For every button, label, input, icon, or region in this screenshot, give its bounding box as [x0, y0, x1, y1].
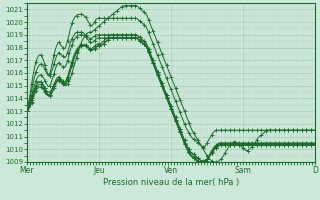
- X-axis label: Pression niveau de la mer( hPa ): Pression niveau de la mer( hPa ): [103, 178, 239, 187]
